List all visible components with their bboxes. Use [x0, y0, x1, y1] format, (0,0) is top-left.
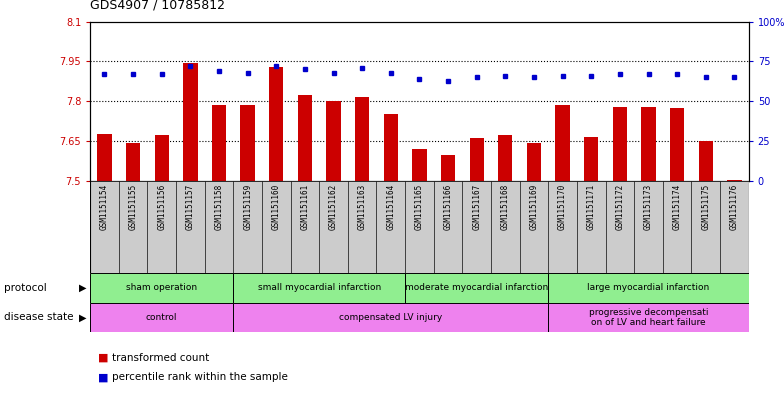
Bar [670, 108, 684, 181]
Text: large myocardial infarction: large myocardial infarction [587, 283, 710, 292]
Bar [262, 181, 291, 273]
Text: GSM1151175: GSM1151175 [701, 184, 710, 230]
Bar [234, 181, 262, 273]
Bar [119, 181, 147, 273]
Bar [527, 143, 541, 181]
Text: control: control [146, 313, 177, 322]
Bar [147, 181, 176, 273]
Text: small myocardial infarction: small myocardial infarction [258, 283, 381, 292]
Bar [183, 63, 198, 181]
Bar [405, 273, 548, 303]
Bar [241, 105, 255, 181]
Text: GSM1151160: GSM1151160 [272, 184, 281, 230]
Bar [298, 95, 312, 181]
Bar [291, 181, 319, 273]
Text: GSM1151161: GSM1151161 [300, 184, 310, 230]
Text: GSM1151158: GSM1151158 [215, 184, 223, 230]
Bar [584, 137, 598, 181]
Text: GDS4907 / 10785812: GDS4907 / 10785812 [90, 0, 225, 12]
Text: ■: ■ [98, 353, 112, 363]
Text: GSM1151154: GSM1151154 [100, 184, 109, 230]
Bar [355, 97, 369, 181]
Text: ▶: ▶ [78, 312, 86, 322]
Bar [577, 181, 605, 273]
Text: GSM1151162: GSM1151162 [329, 184, 338, 230]
Bar [234, 303, 548, 332]
Bar [405, 181, 434, 273]
Bar [605, 181, 634, 273]
Bar [319, 181, 348, 273]
Text: percentile rank within the sample: percentile rank within the sample [112, 372, 288, 382]
Text: GSM1151173: GSM1151173 [644, 184, 653, 230]
Text: GSM1151169: GSM1151169 [529, 184, 539, 230]
Bar [548, 273, 749, 303]
Bar [691, 181, 720, 273]
Bar [441, 155, 456, 181]
Bar [720, 181, 749, 273]
Bar [376, 181, 405, 273]
Text: ▶: ▶ [78, 283, 86, 293]
Bar [498, 135, 513, 181]
Bar [662, 181, 691, 273]
Bar [728, 180, 742, 181]
Text: GSM1151159: GSM1151159 [243, 184, 252, 230]
Text: transformed count: transformed count [112, 353, 209, 363]
Bar [126, 143, 140, 181]
Bar [520, 181, 548, 273]
Bar [555, 105, 570, 181]
Text: progressive decompensati
on of LV and heart failure: progressive decompensati on of LV and he… [589, 308, 708, 327]
Bar [470, 138, 484, 181]
Text: sham operation: sham operation [126, 283, 198, 292]
Text: GSM1151156: GSM1151156 [158, 184, 166, 230]
Bar [90, 181, 119, 273]
Bar [412, 149, 426, 181]
Text: GSM1151166: GSM1151166 [444, 184, 452, 230]
Bar [463, 181, 491, 273]
Text: GSM1151174: GSM1151174 [673, 184, 681, 230]
Bar [383, 114, 398, 181]
Text: GSM1151155: GSM1151155 [129, 184, 138, 230]
Bar [434, 181, 463, 273]
Text: GSM1151168: GSM1151168 [501, 184, 510, 230]
Text: GSM1151172: GSM1151172 [615, 184, 624, 230]
Bar [154, 135, 169, 181]
Text: GSM1151157: GSM1151157 [186, 184, 195, 230]
Text: GSM1151163: GSM1151163 [358, 184, 367, 230]
Bar [176, 181, 205, 273]
Text: GSM1151176: GSM1151176 [730, 184, 739, 230]
Bar [613, 107, 627, 181]
Text: protocol: protocol [4, 283, 47, 293]
Bar [269, 67, 284, 181]
Text: moderate myocardial infarction: moderate myocardial infarction [405, 283, 548, 292]
Bar [548, 181, 577, 273]
Bar [97, 134, 111, 181]
Text: ■: ■ [98, 372, 112, 382]
Text: GSM1151170: GSM1151170 [558, 184, 567, 230]
Text: disease state: disease state [4, 312, 74, 322]
Bar [90, 273, 234, 303]
Bar [491, 181, 520, 273]
Text: GSM1151167: GSM1151167 [472, 184, 481, 230]
Text: GSM1151165: GSM1151165 [415, 184, 424, 230]
Text: GSM1151171: GSM1151171 [586, 184, 596, 230]
Bar [205, 181, 234, 273]
Bar [699, 141, 713, 181]
Bar [212, 105, 226, 181]
Bar [90, 303, 234, 332]
Bar [548, 303, 749, 332]
Bar [348, 181, 376, 273]
Text: GSM1151164: GSM1151164 [387, 184, 395, 230]
Bar [634, 181, 662, 273]
Bar [326, 101, 341, 181]
Text: compensated LV injury: compensated LV injury [339, 313, 442, 322]
Bar [641, 107, 655, 181]
Bar [234, 273, 405, 303]
